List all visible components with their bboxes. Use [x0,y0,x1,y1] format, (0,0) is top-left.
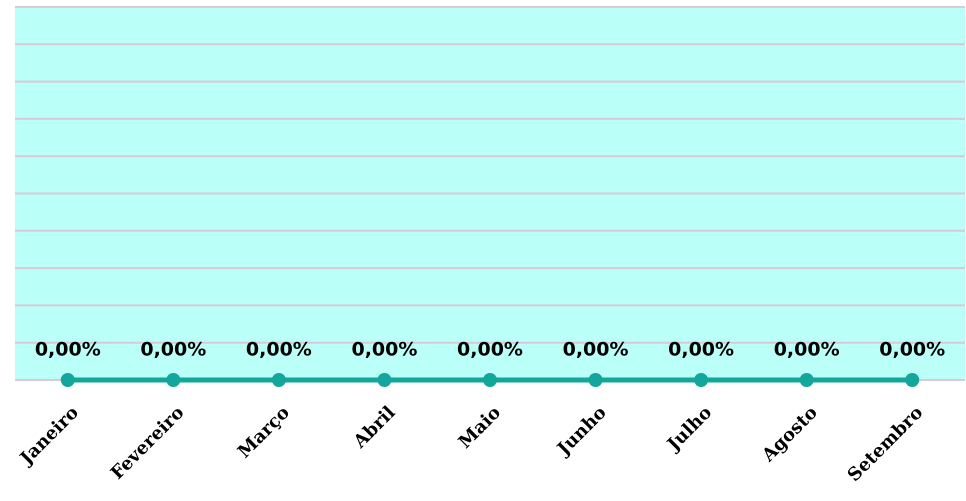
value-label: 0,00% [35,339,101,361]
x-tick-label: Julho [662,402,716,456]
value-label: 0,00% [668,339,734,361]
point [799,373,814,387]
x-tick-label: Fevereiro [107,402,189,484]
value-label: 0,00% [246,339,312,361]
value-label: 0,00% [140,339,206,361]
point [588,373,603,387]
value-label: 0,00% [351,339,417,361]
value-label: 0,00% [774,339,840,361]
x-tick-label: Maio [455,402,506,453]
point [166,373,181,387]
x-tick-label: Junho [552,402,611,461]
x-tick-label: Setembro [844,402,928,486]
x-tick-label: Março [234,402,294,462]
x-tick-label: Abril [349,402,400,453]
x-tick-label: Janeiro [15,402,83,470]
point [377,373,392,387]
point [483,373,497,387]
value-label: 0,00% [563,339,629,361]
value-label: 0,00% [879,339,945,361]
point [60,373,75,387]
value-label: 0,00% [457,339,523,361]
point [271,373,286,387]
point [905,373,920,387]
point [694,373,709,387]
x-tick-label: Agosto [757,402,821,466]
